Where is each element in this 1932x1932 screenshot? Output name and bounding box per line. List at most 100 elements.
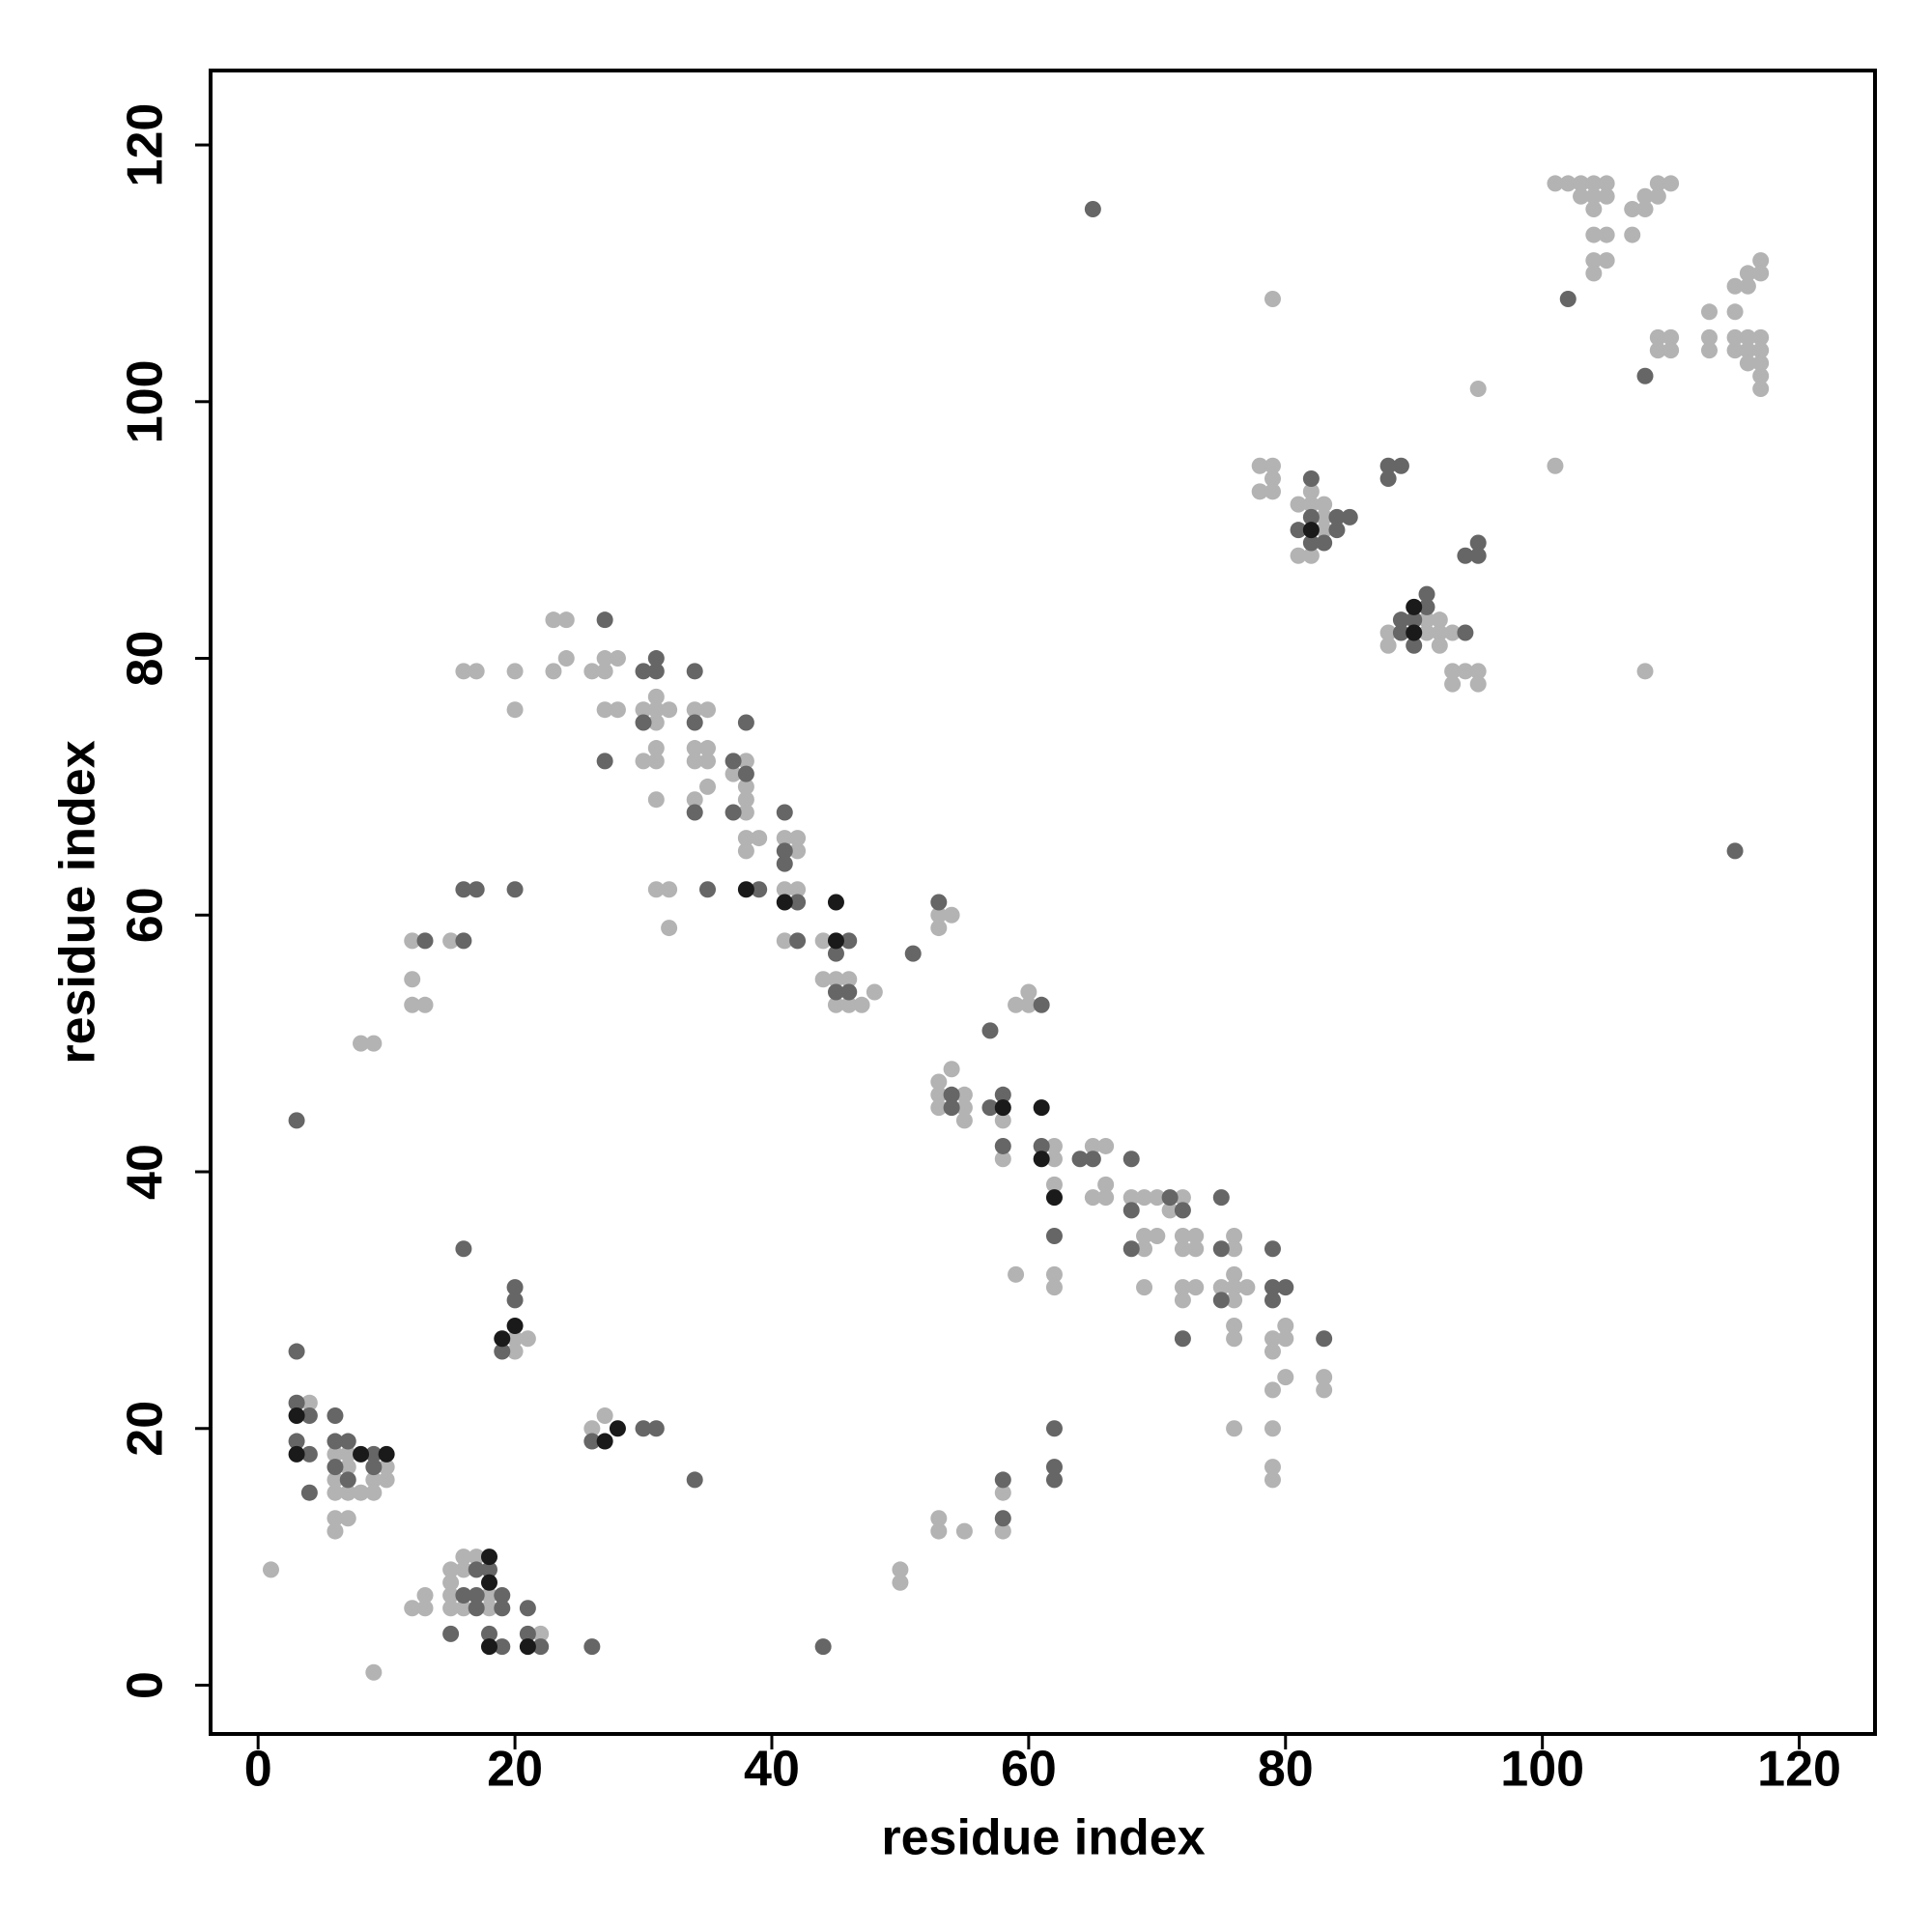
point [737, 714, 754, 731]
point [904, 945, 922, 962]
point [1547, 175, 1564, 192]
point [1045, 1176, 1063, 1193]
point [635, 753, 652, 770]
point [1045, 1189, 1063, 1207]
point [327, 1484, 344, 1501]
point [1739, 277, 1756, 295]
point [1636, 663, 1654, 680]
point [609, 650, 626, 668]
point [378, 1445, 395, 1463]
point [1136, 1227, 1153, 1244]
point [339, 1445, 356, 1463]
point [480, 1625, 497, 1642]
point [1097, 1189, 1115, 1207]
point [686, 791, 703, 809]
point [596, 1406, 613, 1424]
point [661, 701, 678, 719]
point [647, 881, 665, 898]
point [1264, 1343, 1281, 1360]
point [404, 971, 421, 988]
point [1264, 1292, 1281, 1309]
point [1624, 226, 1641, 243]
point [751, 830, 768, 847]
point [686, 753, 703, 770]
point [468, 881, 485, 898]
point [1700, 303, 1718, 321]
point [1290, 496, 1307, 513]
point [930, 1099, 948, 1117]
point [365, 1663, 383, 1681]
point [930, 1086, 948, 1103]
point [480, 1561, 497, 1578]
point [1020, 983, 1037, 1001]
point [1122, 1240, 1140, 1258]
point [442, 1600, 460, 1617]
point [532, 1638, 550, 1656]
point [1585, 187, 1603, 205]
point [404, 932, 421, 950]
point [943, 1086, 960, 1103]
point [442, 1587, 460, 1604]
point [635, 663, 652, 680]
point [994, 1484, 1011, 1501]
point [647, 740, 665, 757]
point [1662, 175, 1680, 192]
point [776, 932, 793, 950]
point [827, 983, 844, 1001]
point [1097, 1137, 1115, 1154]
point [1469, 663, 1487, 680]
point [1122, 1202, 1140, 1219]
point [737, 753, 754, 770]
point [442, 932, 460, 950]
point [1418, 624, 1435, 641]
point [1585, 226, 1603, 243]
point [1726, 328, 1744, 346]
point [751, 881, 768, 898]
point [506, 881, 524, 898]
point [647, 714, 665, 731]
point [1316, 534, 1333, 552]
point [981, 1022, 999, 1039]
point [480, 1638, 497, 1656]
y-tick-label: 40 [118, 1144, 174, 1200]
point [661, 920, 678, 937]
point [455, 1548, 472, 1566]
point [1045, 1420, 1063, 1437]
point [1264, 470, 1281, 488]
point [789, 830, 807, 847]
point [455, 663, 472, 680]
point [288, 1433, 305, 1450]
point [468, 1548, 485, 1566]
point [262, 1561, 279, 1578]
point [494, 1600, 511, 1617]
point [1226, 1279, 1243, 1296]
point [339, 1510, 356, 1527]
point [1033, 1099, 1050, 1117]
point [1418, 611, 1435, 629]
point [1598, 187, 1615, 205]
point [1033, 1137, 1050, 1154]
point [994, 1099, 1011, 1117]
point [814, 932, 832, 950]
point [737, 830, 754, 847]
point [1379, 470, 1397, 488]
point [1328, 508, 1346, 526]
point [1418, 598, 1435, 615]
point [1290, 522, 1307, 539]
plot-frame [209, 69, 1877, 1736]
point [468, 1561, 485, 1578]
point [1636, 367, 1654, 384]
point [1212, 1292, 1230, 1309]
point [596, 663, 613, 680]
point [827, 996, 844, 1013]
point [339, 1459, 356, 1476]
point [1226, 1240, 1243, 1258]
point [1636, 187, 1654, 205]
point [455, 1240, 472, 1258]
point [737, 765, 754, 782]
point [1084, 201, 1101, 217]
point [647, 688, 665, 705]
point [840, 932, 858, 950]
point [455, 932, 472, 950]
point [1212, 1189, 1230, 1207]
